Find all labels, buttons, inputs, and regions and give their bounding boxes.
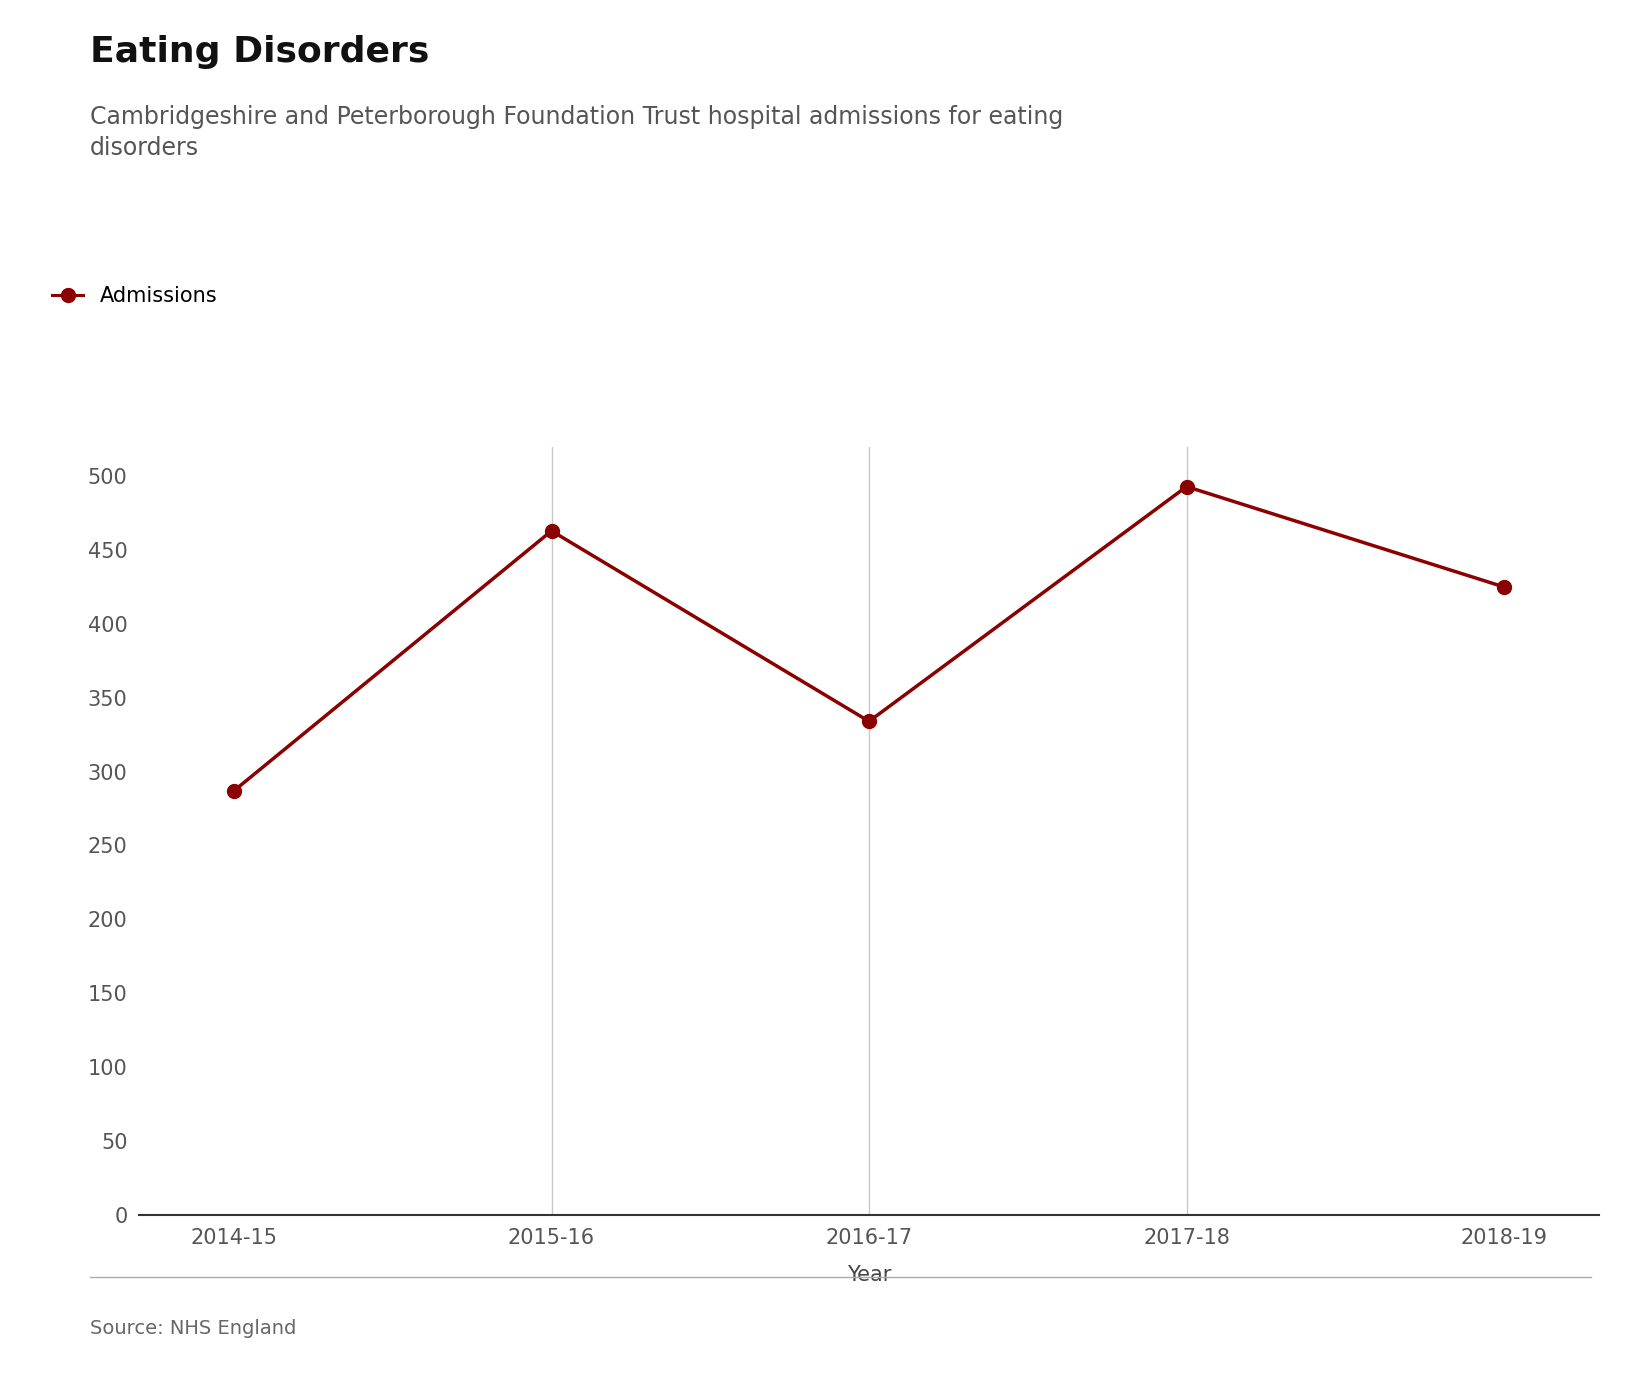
Text: BBC: BBC: [1493, 1319, 1539, 1340]
Text: Eating Disorders: Eating Disorders: [90, 35, 429, 68]
Legend: Admissions: Admissions: [44, 278, 225, 314]
X-axis label: Year: Year: [847, 1265, 891, 1286]
Text: Cambridgeshire and Peterborough Foundation Trust hospital admissions for eating
: Cambridgeshire and Peterborough Foundati…: [90, 105, 1062, 161]
Text: Source: NHS England: Source: NHS England: [90, 1319, 295, 1339]
